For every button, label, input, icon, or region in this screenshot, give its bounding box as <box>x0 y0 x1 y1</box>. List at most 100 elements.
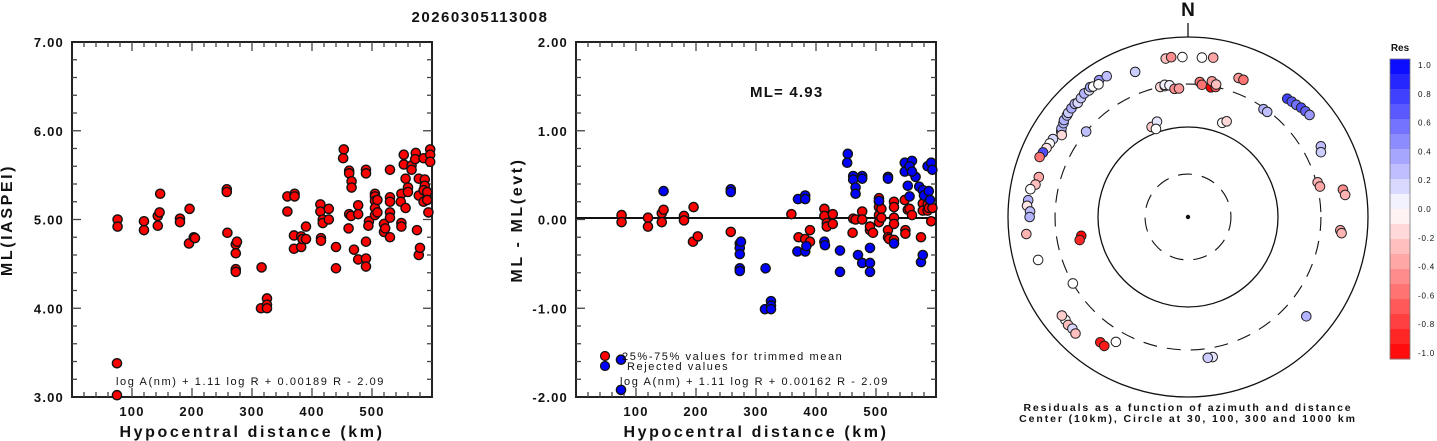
station-residual-point <box>1301 310 1312 322</box>
colorbar-tick-label: 0.6 <box>1418 119 1432 128</box>
station-residual-point <box>1177 51 1188 63</box>
ml-point <box>352 199 364 211</box>
station-residual-point <box>1080 126 1092 137</box>
ml-point <box>221 186 233 198</box>
station-residual-point <box>1221 116 1232 127</box>
colorbar-cell <box>1390 209 1410 225</box>
trimmed-point <box>888 201 900 213</box>
rejected-point <box>882 173 894 184</box>
y-tick-label: 1.00 <box>538 124 568 139</box>
rejected-point <box>902 180 914 192</box>
plot2-xlabel: Hypocentral distance (km) <box>623 424 888 441</box>
legend: 25%-75% values for trimmed mean Rejected… <box>599 350 843 373</box>
rejected-point <box>923 185 935 197</box>
colorbar-tick-label: 1.0 <box>1418 61 1432 70</box>
ml-point <box>414 242 426 254</box>
ml-point <box>184 203 195 215</box>
ml-point <box>222 227 233 239</box>
colorbar-tick-label: -1.0 <box>1418 349 1435 358</box>
ml-point <box>406 164 417 176</box>
station-residual-point <box>1196 52 1208 63</box>
station-residual-point <box>1196 79 1208 91</box>
station-residual-point <box>1314 181 1326 192</box>
ml-annotation: ML= 4.93 <box>750 84 823 101</box>
rejected-point <box>841 157 853 168</box>
plot2-formula: log A(nm) + 1.11 log R + 0.00162 R - 2.0… <box>620 376 889 388</box>
colorbar-cell <box>1390 149 1410 165</box>
colorbar-title: Res <box>1391 43 1410 54</box>
station-residual-point <box>1021 228 1032 240</box>
ml-point <box>337 152 349 164</box>
rejected-point <box>906 166 918 177</box>
ring-30km <box>1144 173 1232 261</box>
ml-point <box>330 241 342 253</box>
ml-point <box>396 221 407 232</box>
trimmed-point <box>906 209 918 221</box>
trimmed-point <box>725 226 737 238</box>
ml-distance-plot: 100 200 300 400 500 3.00 4.00 5.00 6.00 7.00 log … <box>0 35 436 441</box>
ring-100km <box>1097 126 1279 308</box>
trimmed-point <box>856 214 868 225</box>
legend-marker-rejected <box>599 360 611 372</box>
ml-point <box>421 194 433 206</box>
trimmed-point <box>925 215 937 227</box>
colorbar-cell <box>1390 59 1410 75</box>
colorbar-cell <box>1390 119 1410 135</box>
colorbar-cell <box>1390 284 1410 300</box>
x-tick-label: 500 <box>863 404 888 419</box>
legend-label-trimmed: 25%-75% values for trimmed mean <box>622 351 843 363</box>
colorbar-tick-label: -0.4 <box>1418 263 1435 272</box>
x-tick-label: 500 <box>359 404 384 419</box>
ml-point <box>400 173 411 184</box>
station-residual-point <box>1101 70 1113 82</box>
station-residual-point <box>1110 336 1122 348</box>
ml-point <box>261 302 273 314</box>
rejected-point <box>658 185 669 197</box>
ml-point <box>154 188 166 200</box>
y-tick-label: 6.00 <box>34 124 64 139</box>
ring-1000km <box>1007 36 1369 398</box>
y-tick-label: 2.00 <box>538 35 568 50</box>
ml-point <box>424 156 436 168</box>
ml-point <box>112 221 123 232</box>
y-tick-label: 3.00 <box>34 390 64 405</box>
colorbar-cell <box>1390 329 1410 345</box>
ml-point <box>398 149 410 161</box>
station-residual-point <box>1165 51 1177 63</box>
ml-point <box>300 221 312 232</box>
ml-point <box>315 235 327 247</box>
rejected-point <box>842 148 854 160</box>
y-tick-label: 0.00 <box>538 213 568 228</box>
ml-point <box>154 207 165 218</box>
colorbar-cell <box>1390 239 1410 255</box>
ml-point <box>256 262 267 273</box>
rejected-point <box>725 186 737 198</box>
ml-point <box>189 232 201 244</box>
rejected-point <box>615 384 627 396</box>
ml-point <box>352 208 364 220</box>
station-residual-point <box>1339 189 1351 201</box>
rejected-point <box>856 173 868 184</box>
colorbar-tick-label: 0.4 <box>1418 147 1432 156</box>
rejected-point <box>834 245 846 256</box>
trimmed-point <box>876 212 887 224</box>
ml-point <box>360 261 372 272</box>
ml-point <box>343 223 354 234</box>
ml-point <box>384 196 396 208</box>
chart-title: 20260305113008 <box>411 9 549 26</box>
station-residual-point <box>1074 234 1085 246</box>
rejected-point <box>888 238 900 249</box>
trimmed-point <box>847 227 858 239</box>
plot2-ylabel: ML - ML(evt) <box>509 157 526 282</box>
x-tick-label: 400 <box>299 404 324 419</box>
rejected-point <box>873 195 885 207</box>
ml-point <box>400 202 411 214</box>
center-dot <box>1185 214 1191 220</box>
colorbar-cell <box>1390 74 1410 90</box>
rejected-point <box>852 249 864 261</box>
ml-point <box>384 164 396 176</box>
station-residual-point <box>1025 183 1036 195</box>
rejected-point <box>904 191 915 202</box>
station-residual-point <box>1173 83 1185 94</box>
station-residual-point <box>1024 211 1035 223</box>
